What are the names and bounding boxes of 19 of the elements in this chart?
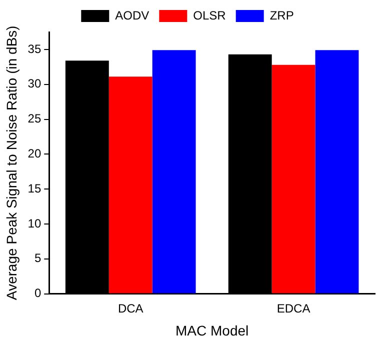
legend-label: OLSR bbox=[193, 8, 226, 22]
x-tick-label: EDCA bbox=[276, 301, 310, 316]
bar bbox=[108, 76, 152, 294]
y-tick-label: 0 bbox=[34, 286, 42, 300]
x-tick-label: DCA bbox=[118, 301, 144, 316]
y-tick-label: 5 bbox=[34, 251, 42, 266]
y-tick-label: 15 bbox=[28, 181, 42, 196]
y-axis-title: Average Peak Signal to Noise Ratio (in dBs) bbox=[3, 26, 20, 300]
x-axis-title: MAC Model bbox=[176, 322, 249, 338]
legend-label: AODV bbox=[115, 8, 150, 22]
y-tick-label: 10 bbox=[28, 216, 42, 230]
bar bbox=[272, 64, 316, 294]
y-tick-label: 25 bbox=[28, 112, 42, 126]
bar bbox=[315, 50, 359, 294]
legend-label: ZRP bbox=[270, 8, 294, 22]
y-tick-label: 35 bbox=[28, 42, 42, 56]
bar bbox=[152, 50, 196, 294]
y-tick-label: 20 bbox=[28, 146, 42, 160]
y-tick-label: 30 bbox=[28, 76, 42, 91]
